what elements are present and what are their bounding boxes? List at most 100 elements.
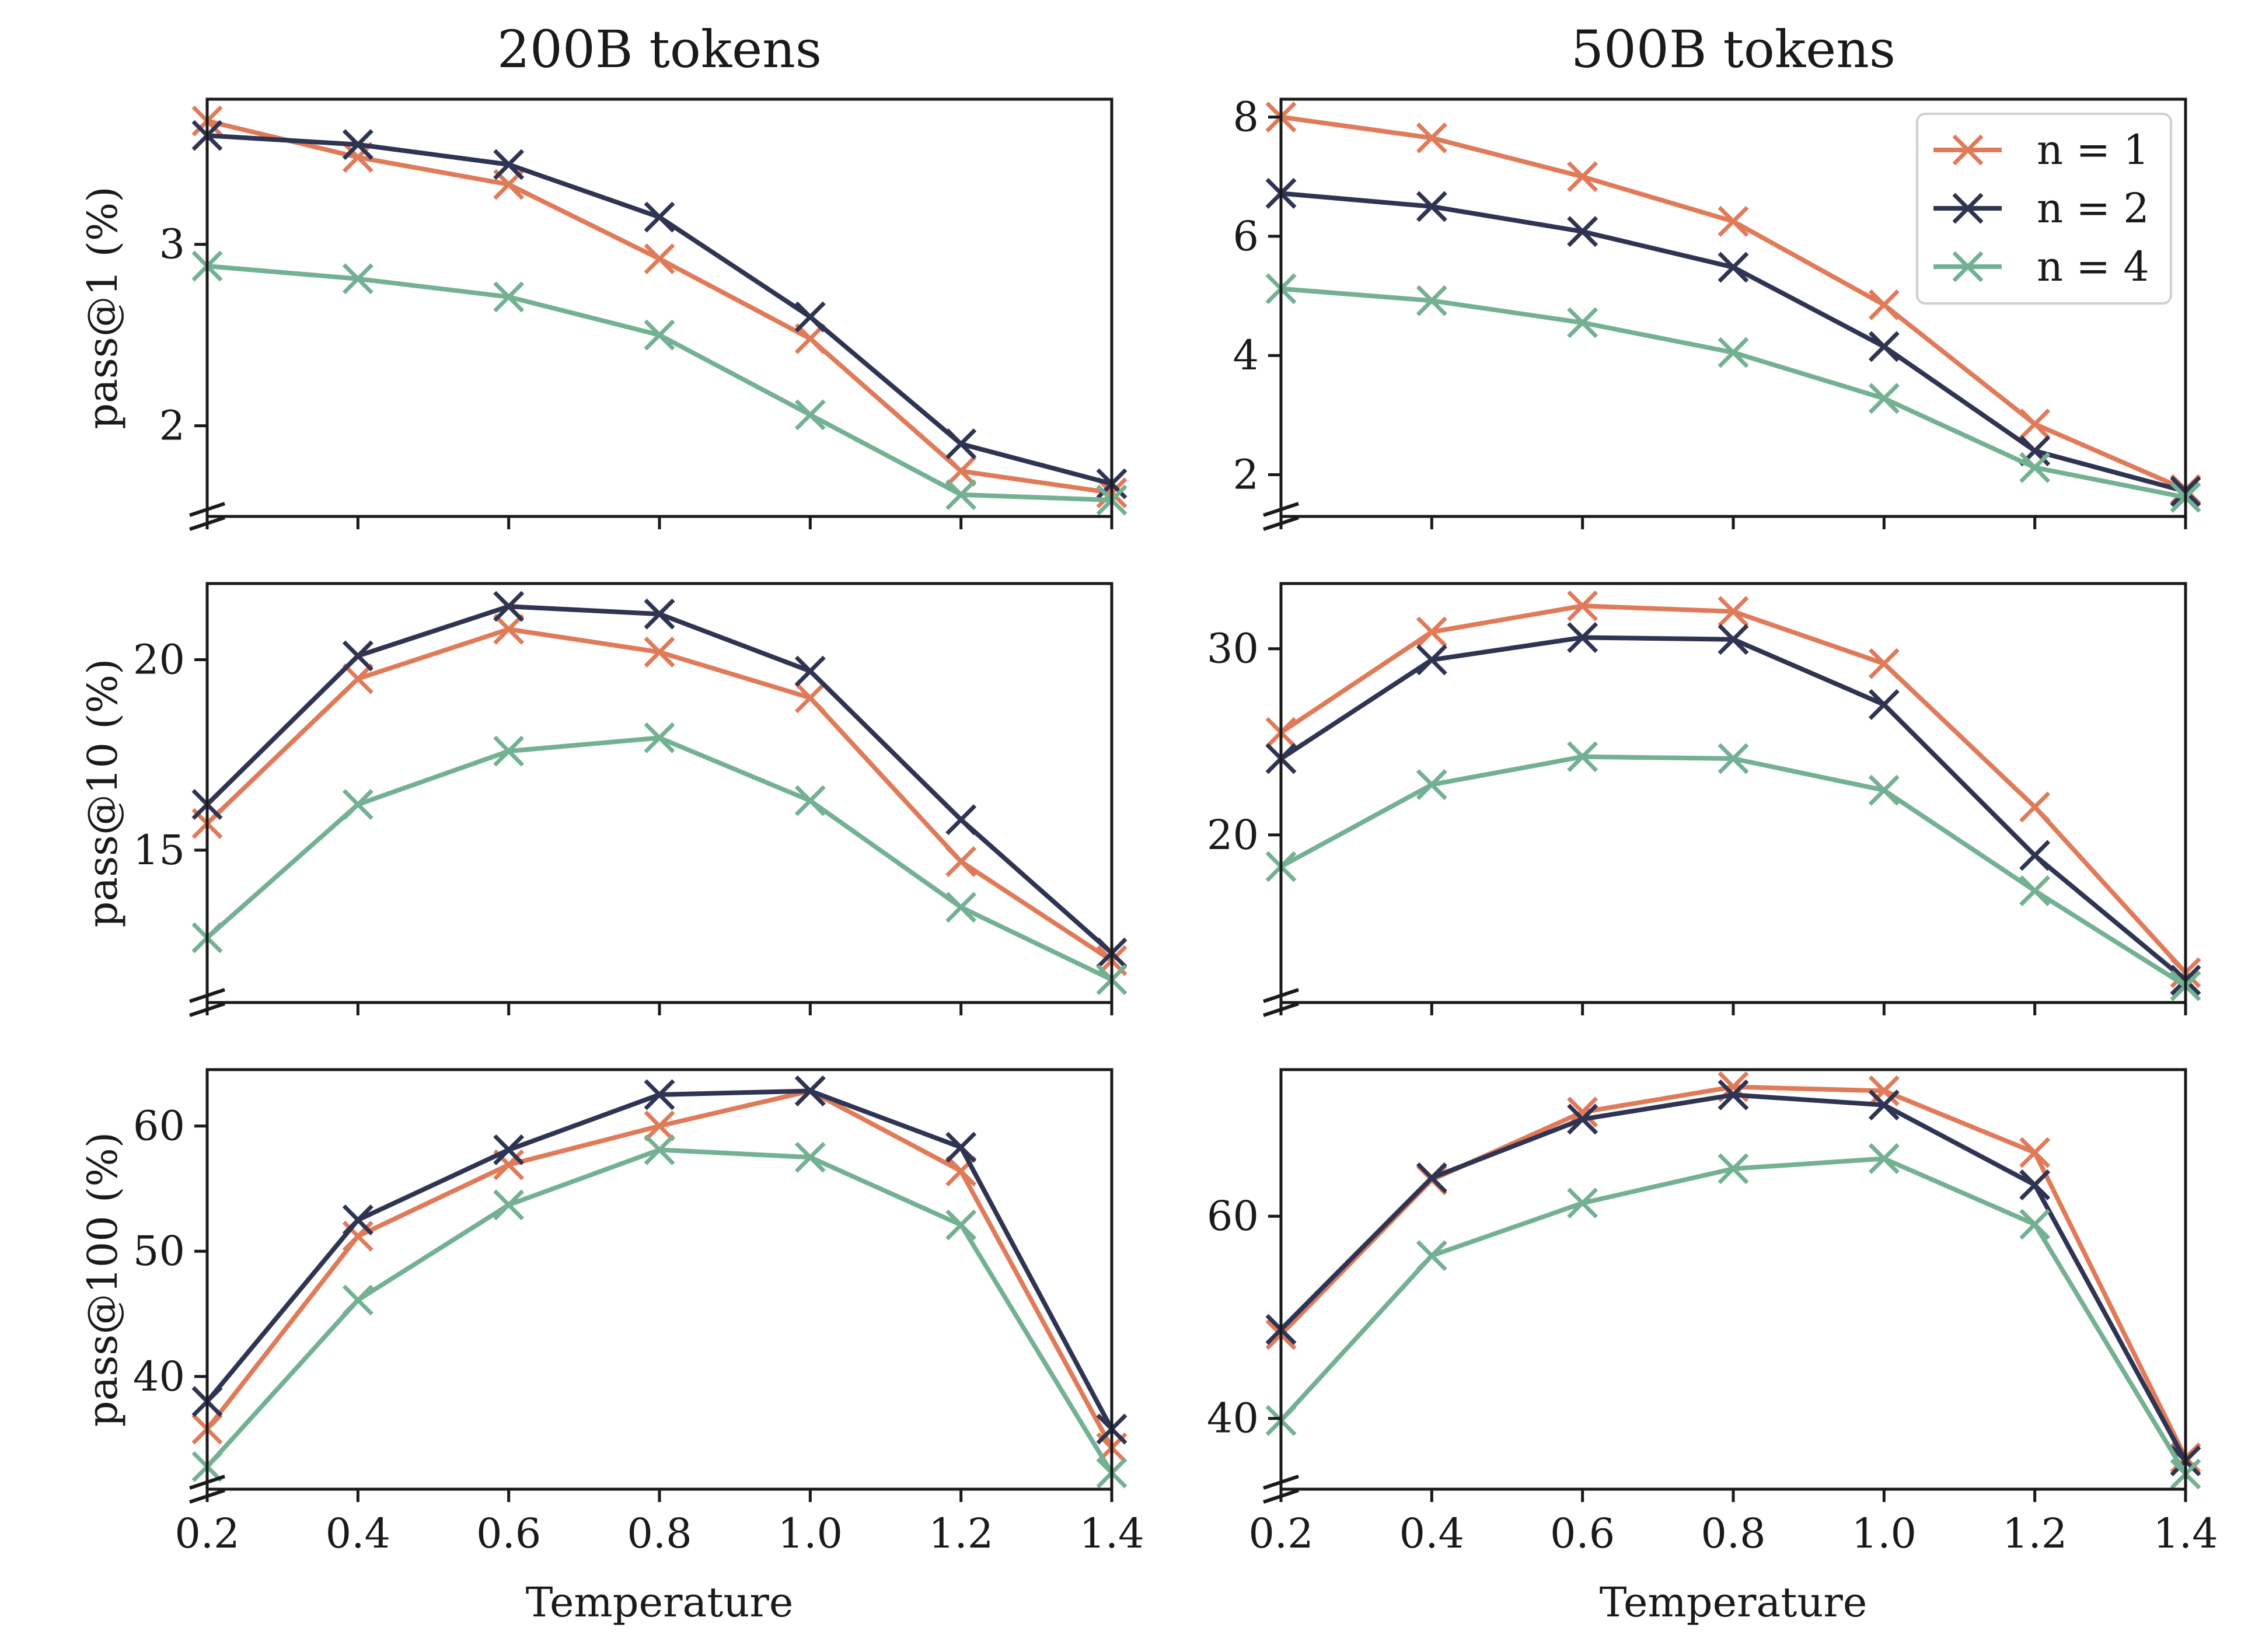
- data-point-n2-5: [794, 655, 826, 687]
- data-point-n2-4: [1718, 252, 1749, 283]
- data-point-n4-5: [794, 785, 826, 816]
- subplot-1: 2 3 200B tokens pass@1 (%): [79, 19, 1128, 531]
- data-point-n2-5: [1868, 331, 1900, 362]
- data-point-n4-3: [493, 735, 525, 767]
- series-n2: [191, 120, 1128, 500]
- series-n4: [191, 250, 1128, 516]
- data-point-n2-5: [794, 301, 826, 333]
- axis-break-mark-1: [189, 988, 225, 1003]
- data-point-n2-6: [945, 804, 977, 836]
- series-line-n4: [1279, 1156, 2188, 1476]
- x-tick-label-5: 1.0: [778, 1510, 843, 1557]
- series-n4: [1265, 741, 2201, 1001]
- axes-frame: [1279, 1068, 2187, 1491]
- data-point-n4-4: [644, 1134, 675, 1165]
- data-point-n1-3: [1567, 161, 1598, 193]
- y-tick-label-2: 60: [1207, 1192, 1259, 1240]
- x-tick-label-4: 0.8: [627, 1510, 692, 1557]
- y-tick-label-1: 2: [159, 402, 185, 450]
- data-point-n1-2: [1416, 122, 1447, 153]
- data-point-n2-5: [1868, 1089, 1900, 1121]
- data-point-n2-3: [493, 149, 525, 180]
- data-point-n1-4: [644, 1110, 675, 1142]
- series-line-n4: [205, 735, 1113, 982]
- series-n2: [1265, 622, 2201, 996]
- legend-label-n4: n = 4: [2037, 243, 2149, 291]
- series-n1: [1265, 1071, 2201, 1473]
- data-point-n4-4: [1718, 337, 1749, 368]
- series-line-n4: [1280, 754, 2187, 988]
- data-point-n4-6: [945, 479, 977, 511]
- series-line-n2: [205, 604, 1113, 955]
- data-point-n1-6: [2019, 408, 2051, 440]
- data-point-n1-4: [1718, 205, 1749, 237]
- data-point-n2-2: [342, 640, 374, 672]
- data-point-n4-4: [644, 319, 675, 351]
- data-point-n2-5: [794, 1075, 826, 1106]
- data-point-n1-2: [342, 1220, 374, 1252]
- data-point-n1-6: [945, 846, 977, 877]
- series-n1: [191, 105, 1128, 509]
- panels: 2 3 200B tokens pass@1 (%) 2 4 6 8 500B tokens n …: [79, 19, 2218, 1626]
- data-point-n4-6: [2019, 1209, 2051, 1240]
- y-tick-label-1: 15: [133, 826, 185, 874]
- legend-label-n1: n = 1: [2037, 126, 2149, 174]
- data-point-n4-4: [644, 722, 675, 753]
- x-tick-label-3: 0.6: [476, 1510, 541, 1557]
- data-point-n2-3: [493, 1134, 525, 1165]
- data-point-n1-4: [644, 637, 675, 668]
- legend-marker-n1: [1952, 134, 1984, 166]
- y-tick-label-2: 3: [159, 221, 185, 268]
- data-point-n4-6: [945, 892, 977, 923]
- x-tick-label-2: 0.4: [326, 1510, 390, 1557]
- y-tick-label-1: 40: [133, 1353, 185, 1400]
- x-tick-label-2: 0.4: [1399, 1510, 1464, 1557]
- series-n2: [1265, 177, 2201, 507]
- axes-frame: [205, 582, 1113, 1004]
- axes-frame: [205, 97, 1113, 518]
- data-point-n4-5: [794, 399, 826, 431]
- axis-break-mark-1: [189, 502, 225, 517]
- data-point-n1-3: [493, 613, 525, 645]
- data-point-n2-4: [1718, 624, 1749, 655]
- x-tick-label-6: 1.2: [2002, 1510, 2067, 1557]
- column-title: 200B tokens: [497, 19, 822, 79]
- y-tick-label-1: 20: [1207, 811, 1259, 859]
- series-line-n4: [207, 264, 1112, 502]
- data-point-n4-5: [1868, 774, 1900, 806]
- legend-label-n2: n = 2: [2037, 184, 2149, 232]
- data-point-n2-2: [1416, 1162, 1447, 1193]
- y-axis-label: pass@100 (%): [79, 1132, 127, 1427]
- series-line-n2: [1279, 635, 2187, 982]
- axis-break-mark-1: [1263, 502, 1299, 517]
- series-line-n1: [207, 118, 1112, 495]
- data-point-n4-3: [1567, 741, 1598, 773]
- data-point-n4-5: [794, 1141, 826, 1173]
- series-line-n1: [205, 1088, 1114, 1450]
- series-line-n4: [1280, 286, 2186, 500]
- y-tick-label-2: 4: [1233, 331, 1259, 379]
- data-point-n1-2: [342, 663, 374, 694]
- y-axis-label: pass@1 (%): [79, 186, 127, 429]
- data-point-n4-6: [2019, 875, 2051, 907]
- y-tick-label-1: 40: [1207, 1395, 1259, 1443]
- y-tick-label-4: 8: [1233, 93, 1259, 141]
- legend: n = 1 n = 2 n = 4: [1916, 113, 2172, 305]
- data-point-n2-4: [644, 598, 675, 630]
- x-tick-label-6: 1.2: [928, 1510, 993, 1557]
- data-point-n2-3: [493, 591, 525, 622]
- series-n2: [191, 1075, 1128, 1445]
- series-n4: [1265, 273, 2201, 513]
- axes-frame: [205, 1068, 1113, 1491]
- series-line-n1: [1279, 603, 2187, 975]
- series-line-n2: [205, 1088, 1114, 1430]
- data-point-n1-3: [1567, 590, 1598, 621]
- legend-marker-n2: [1952, 193, 1984, 224]
- data-point-n1-5: [794, 682, 826, 714]
- data-point-n4-2: [1416, 1240, 1447, 1272]
- data-point-n2-6: [945, 428, 977, 460]
- axis-break-mark-1: [1263, 1475, 1299, 1490]
- data-point-n4-2: [1416, 769, 1447, 801]
- x-tick-label-7: 1.4: [2153, 1510, 2218, 1557]
